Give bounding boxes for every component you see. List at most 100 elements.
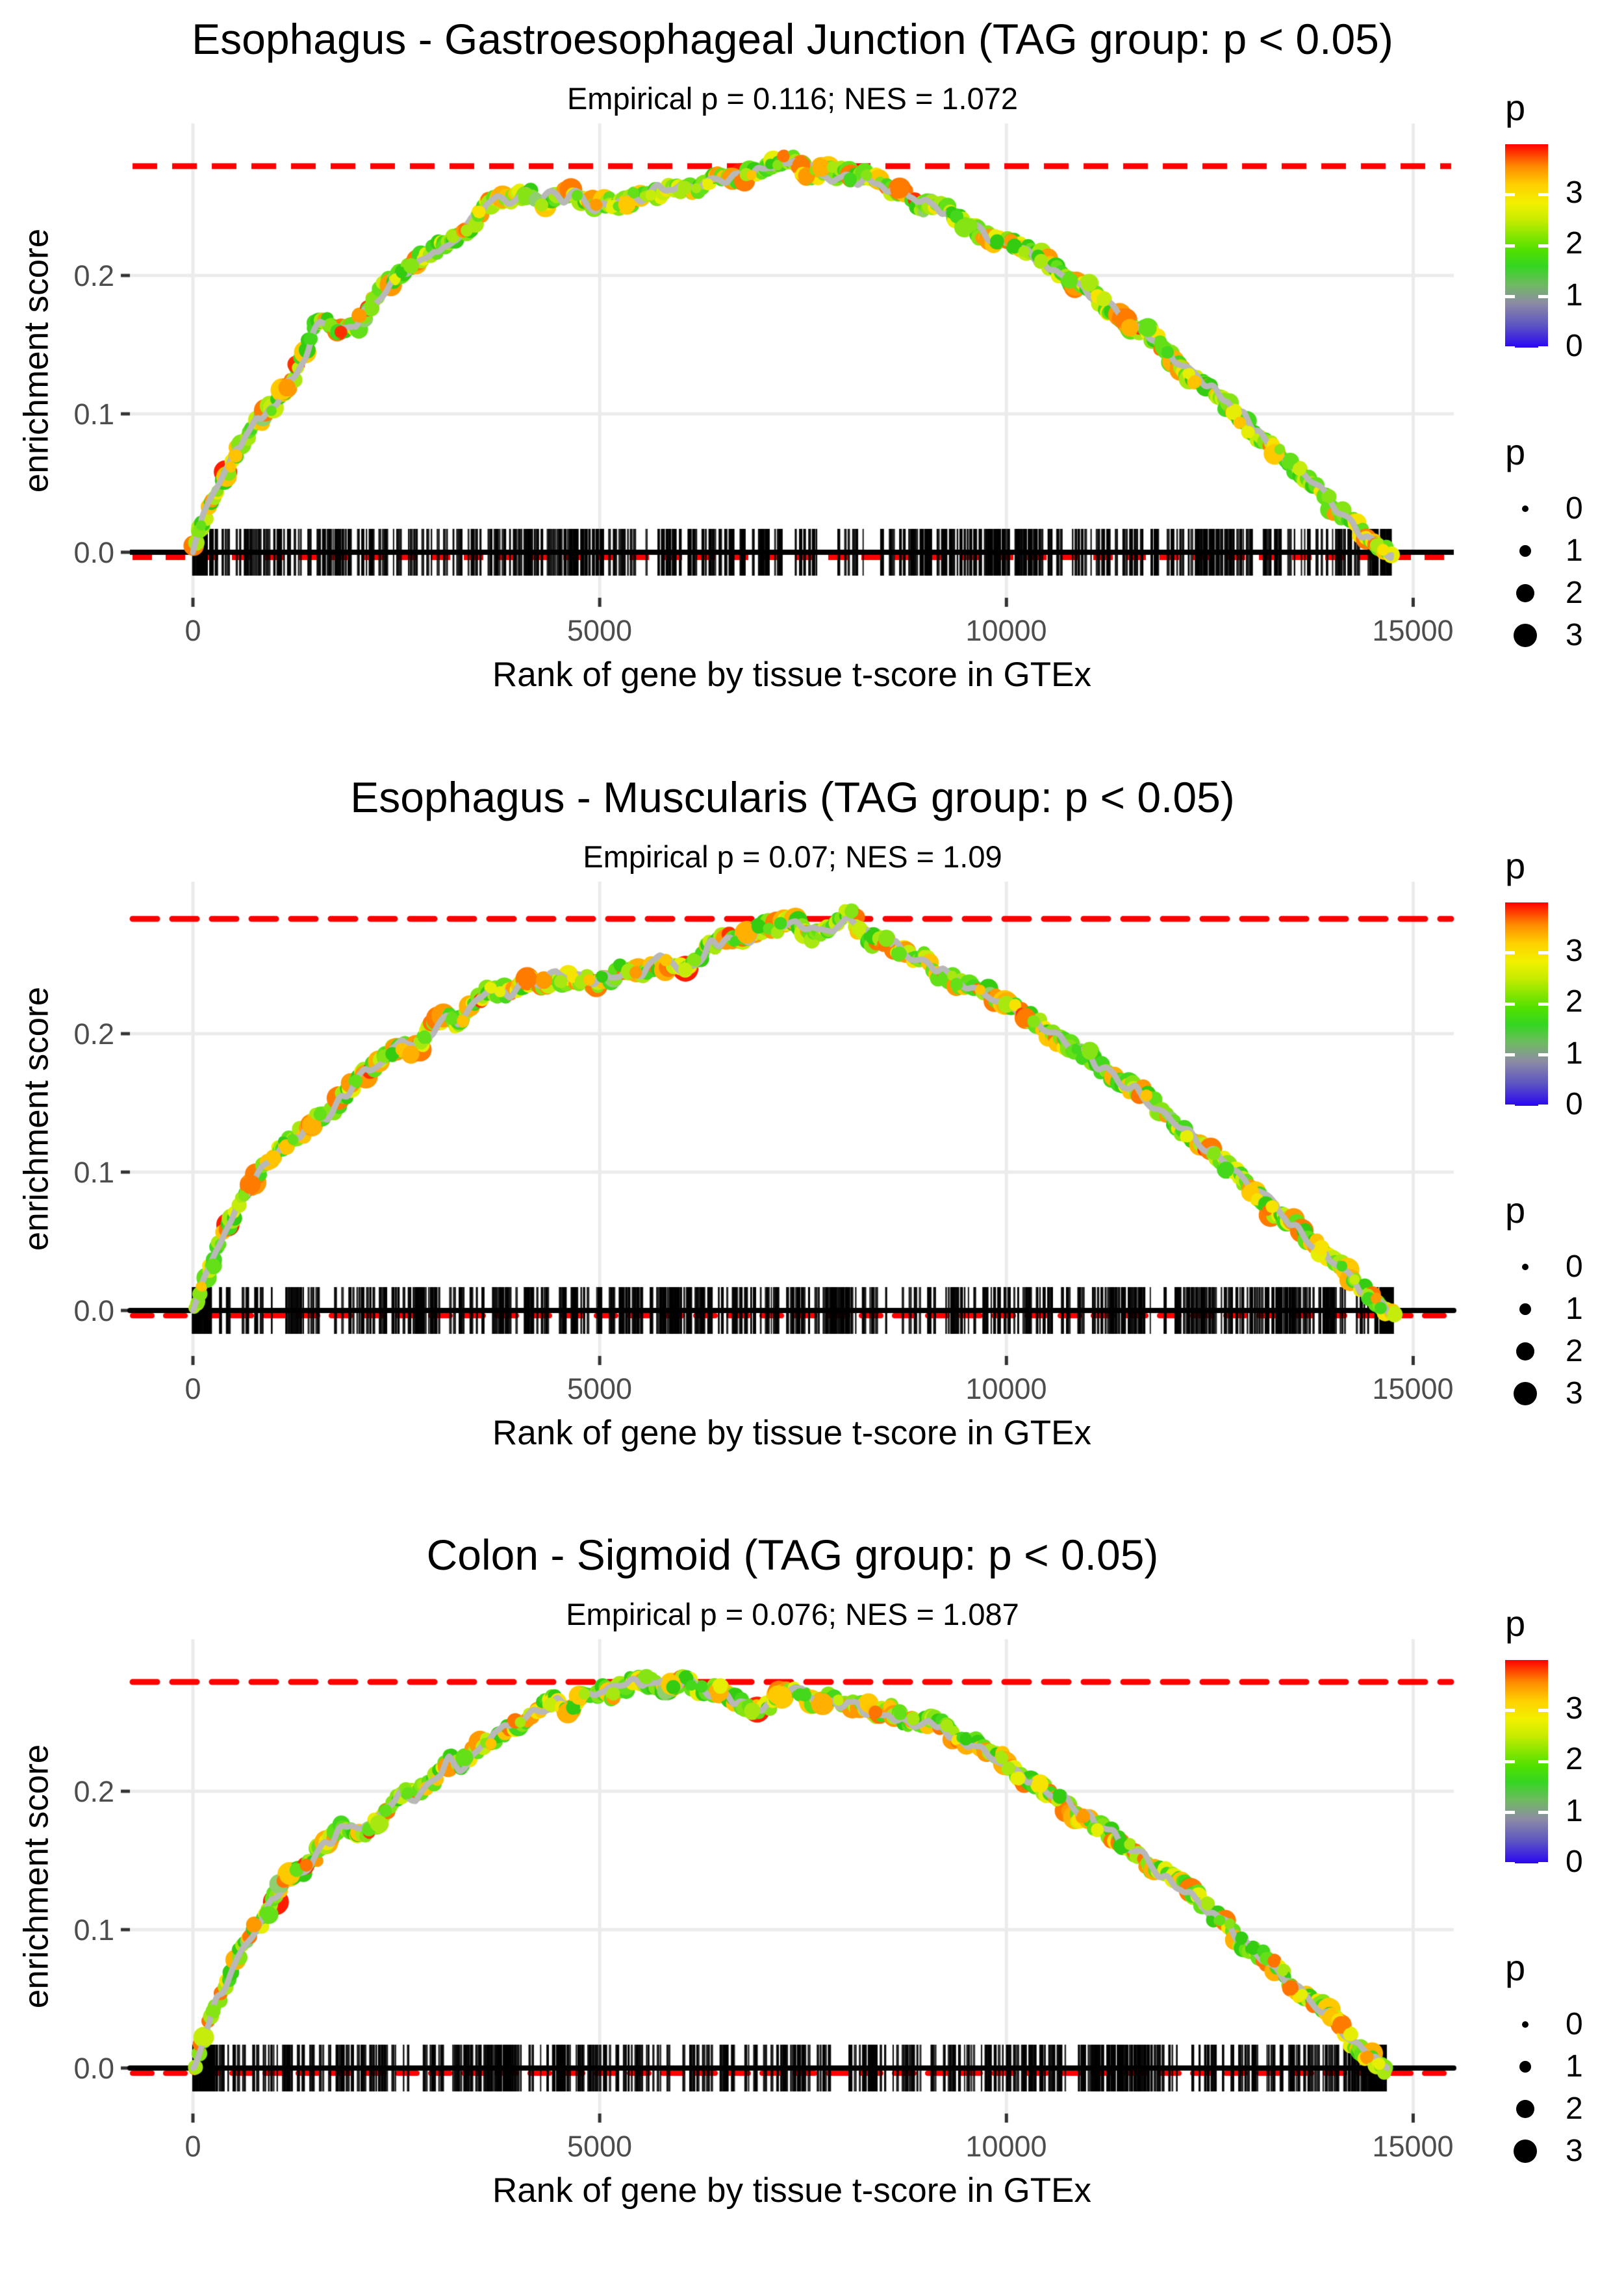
colorbar-tick-dash (1538, 1862, 1548, 1865)
x-axis-title: Rank of gene by tissue t-score in GTEx (492, 1414, 1091, 1452)
size-legend-label: 2 (1566, 2091, 1583, 2126)
colorbar-tick-dash (1505, 1811, 1515, 1815)
gsea-plot-esophagus-gej: Esophagus - Gastroesophageal Junction (T… (0, 0, 1624, 758)
colorbar-tick-dash (1538, 1709, 1548, 1713)
size-legend-label: 1 (1566, 2049, 1583, 2084)
colorbar-tick-dash (1505, 346, 1515, 350)
size-legend-label: 2 (1566, 1334, 1583, 1368)
colorbar-tick-label: 0 (1566, 1087, 1583, 1121)
size-legend-dot (1522, 1264, 1529, 1270)
x-axis-title: Rank of gene by tissue t-score in GTEx (492, 656, 1091, 694)
x-tick-label: 5000 (566, 1372, 633, 1405)
x-tick-label: 0 (184, 614, 201, 647)
colorbar-tick-dash (1505, 1002, 1515, 1006)
y-tick-label: 0.0 (73, 2052, 114, 2085)
colorbar-tick-dash (1505, 244, 1515, 248)
y-tick-label: 0.2 (73, 259, 114, 292)
y-tick-label: 0.1 (73, 398, 114, 431)
plot-title: Esophagus - Muscularis (TAG group: p < 0… (350, 773, 1235, 821)
size-legend-dot (1514, 1382, 1537, 1405)
x-tick-label: 15000 (1372, 2130, 1454, 2163)
colorbar-tick-label: 0 (1566, 329, 1583, 363)
y-tick-label: 0.0 (73, 536, 114, 569)
plot-subtitle: Empirical p = 0.076; NES = 1.087 (566, 1597, 1019, 1631)
color-legend-title: p (1505, 845, 1526, 886)
size-legend-dot (1519, 545, 1531, 557)
y-tick-label: 0.0 (73, 1294, 114, 1327)
colorbar-tick-dash (1505, 1709, 1515, 1713)
colorbar-tick-dash (1505, 1862, 1515, 1865)
size-legend-label: 2 (1566, 576, 1583, 610)
size-legend-title: p (1505, 1947, 1526, 1988)
size-legend-dot (1522, 2021, 1529, 2028)
gsea-plot-esophagus-muscularis: Esophagus - Muscularis (TAG group: p < 0… (0, 758, 1624, 1516)
p-colorbar (1505, 144, 1548, 350)
colorbar-tick-dash (1538, 1002, 1548, 1006)
plot-title: Colon - Sigmoid (TAG group: p < 0.05) (426, 1531, 1159, 1579)
colorbar-tick-label: 2 (1566, 226, 1583, 261)
size-legend-dot (1516, 584, 1534, 602)
size-legend-dot (1514, 2140, 1537, 2163)
size-legend-label: 3 (1566, 1376, 1583, 1411)
size-legend-label: 0 (1566, 491, 1583, 526)
colorbar-tick-dash (1505, 1759, 1515, 1763)
colorbar-tick-dash (1538, 295, 1548, 299)
colorbar-tick-label: 3 (1566, 1691, 1583, 1726)
y-tick-label: 0.2 (73, 1017, 114, 1051)
page-title: Esophagus - Gastroesophageal Junction (T… (192, 15, 1393, 63)
color-legend-title: p (1505, 1603, 1526, 1644)
x-tick-label: 10000 (965, 614, 1047, 647)
plot-subtitle: Empirical p = 0.116; NES = 1.072 (566, 81, 1019, 116)
size-legend-title: p (1505, 431, 1526, 472)
colorbar-tick-label: 3 (1566, 175, 1583, 210)
x-tick-label: 0 (184, 2130, 201, 2163)
colorbar-tick-dash (1505, 1105, 1515, 1108)
colorbar-tick-label: 1 (1566, 1794, 1583, 1828)
x-axis-title: Rank of gene by tissue t-score in GTEx (492, 2171, 1091, 2210)
colorbar-tick-dash (1538, 1811, 1548, 1815)
p-colorbar (1505, 1660, 1548, 1865)
colorbar-tick-dash (1538, 1053, 1548, 1057)
colorbar-tick-dash (1538, 346, 1548, 350)
size-legend-label: 1 (1566, 533, 1583, 568)
gsea-plot-colon-sigmoid: Colon - Sigmoid (TAG group: p < 0.05) Em… (0, 1516, 1624, 2274)
colorbar-tick-dash (1538, 193, 1548, 197)
y-tick-label: 0.1 (73, 1913, 114, 1947)
colorbar-tick-label: 0 (1566, 1845, 1583, 1879)
size-legend-dot (1519, 1303, 1531, 1315)
size-legend-dot (1516, 1342, 1534, 1361)
colorbar-tick-dash (1538, 951, 1548, 955)
colorbar-tick-label: 2 (1566, 984, 1583, 1019)
colorbar-tick-dash (1538, 1105, 1548, 1108)
size-legend-label: 0 (1566, 2007, 1583, 2041)
colorbar-tick-label: 1 (1566, 278, 1583, 313)
y-tick-label: 0.2 (73, 1775, 114, 1808)
y-tick-label: 0.1 (73, 1156, 114, 1189)
size-legend-title: p (1505, 1190, 1526, 1231)
plot-subtitle: Empirical p = 0.07; NES = 1.09 (583, 839, 1002, 874)
x-tick-label: 0 (184, 1372, 201, 1405)
colorbar-tick-dash (1505, 951, 1515, 955)
size-legend-label: 1 (1566, 1292, 1583, 1326)
color-legend-title: p (1505, 87, 1526, 128)
size-legend-dot (1516, 2100, 1534, 2118)
size-legend-dot (1519, 2061, 1531, 2073)
p-colorbar (1505, 902, 1548, 1108)
x-tick-label: 15000 (1372, 1372, 1454, 1405)
x-tick-label: 10000 (965, 2130, 1047, 2163)
size-legend-dot (1522, 505, 1529, 512)
size-legend-label: 3 (1566, 618, 1583, 652)
colorbar-tick-dash (1505, 193, 1515, 197)
size-legend-label: 3 (1566, 2134, 1583, 2168)
colorbar-tick-dash (1505, 295, 1515, 299)
x-tick-label: 15000 (1372, 614, 1454, 647)
x-tick-label: 5000 (566, 2130, 633, 2163)
colorbar-tick-label: 2 (1566, 1742, 1583, 1776)
colorbar-tick-dash (1538, 1759, 1548, 1763)
x-tick-label: 10000 (965, 1372, 1047, 1405)
colorbar-tick-label: 1 (1566, 1036, 1583, 1071)
size-legend-label: 0 (1566, 1249, 1583, 1284)
size-legend-dot (1514, 624, 1537, 647)
colorbar-tick-label: 3 (1566, 934, 1583, 968)
